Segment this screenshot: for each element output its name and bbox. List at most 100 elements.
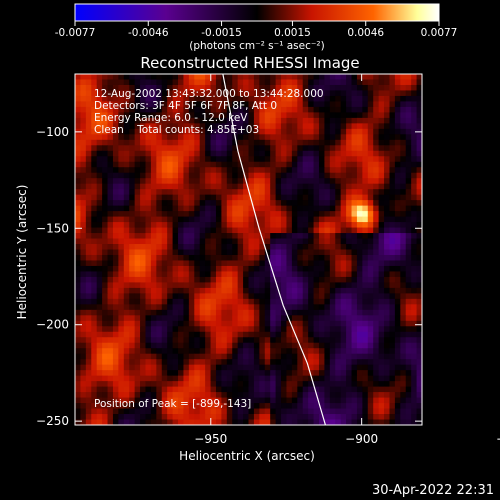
heatmap-cell — [150, 331, 157, 338]
heatmap-cell — [221, 271, 228, 278]
heatmap-cell — [102, 260, 108, 267]
heatmap-cell — [194, 260, 201, 267]
heatmap-cell — [96, 167, 103, 174]
heatmap-cell — [308, 309, 314, 316]
heatmap-cell — [253, 167, 260, 174]
heatmap-cell — [259, 315, 266, 322]
heatmap-cell — [167, 315, 173, 322]
heatmap-cell — [281, 359, 287, 366]
heatmap-cell — [248, 200, 255, 207]
heatmap-cell — [167, 364, 173, 371]
heatmap-cell — [205, 386, 211, 393]
heatmap-cell — [188, 331, 195, 338]
heatmap-cell — [253, 95, 260, 102]
heatmap-cell — [134, 211, 141, 217]
heatmap-cell — [291, 183, 298, 190]
heatmap-cell — [394, 90, 401, 97]
heatmap-cell — [313, 293, 320, 300]
heatmap-cell — [107, 386, 114, 393]
heatmap-cell — [156, 238, 163, 245]
heatmap-cell — [248, 337, 255, 344]
heatmap-cell — [329, 304, 336, 311]
heatmap-cell — [150, 139, 157, 146]
heatmap-cell — [329, 74, 336, 80]
heatmap-cell — [85, 238, 92, 245]
heatmap-cell — [259, 370, 266, 377]
heatmap-cell — [183, 403, 190, 409]
heatmap-cell — [96, 189, 103, 196]
heatmap-cell — [118, 222, 125, 228]
heatmap-cell — [329, 178, 336, 185]
heatmap-cell — [232, 178, 239, 185]
heatmap-cell — [118, 364, 125, 371]
heatmap-cell — [248, 342, 255, 349]
heatmap-cell — [297, 200, 304, 207]
heatmap-cell — [112, 95, 119, 102]
heatmap-cell — [297, 244, 304, 250]
heatmap-cell — [297, 353, 304, 360]
heatmap-cell — [329, 342, 336, 349]
heatmap-cell — [237, 309, 244, 316]
heatmap-cell — [221, 249, 228, 256]
heatmap-cell — [85, 326, 92, 333]
heatmap-cell — [243, 139, 249, 146]
heatmap-cell — [134, 265, 141, 272]
heatmap-cell — [384, 348, 390, 355]
heatmap-cell — [378, 117, 385, 124]
heatmap-cell — [286, 123, 293, 130]
heatmap-cell — [286, 194, 293, 201]
heatmap-cell — [205, 309, 211, 316]
heatmap-cell — [172, 392, 179, 398]
heatmap-cell — [362, 282, 369, 289]
heatmap-cell — [129, 326, 136, 333]
heatmap-cell — [351, 233, 358, 239]
heatmap-cell — [400, 282, 407, 289]
heatmap-cell — [237, 194, 244, 201]
heatmap-cell — [297, 381, 304, 388]
heatmap-cell — [248, 150, 255, 157]
heatmap-cell — [194, 370, 201, 377]
heatmap-cell — [270, 337, 277, 344]
heatmap-cell — [118, 392, 125, 398]
heatmap-cell — [123, 364, 130, 371]
heatmap-cell — [80, 364, 87, 371]
heatmap-cell — [259, 150, 266, 157]
heatmap-cell — [405, 326, 412, 333]
heatmap-cell — [318, 260, 325, 267]
heatmap-cell — [291, 265, 298, 272]
heatmap-cell — [400, 117, 407, 124]
heatmap-cell — [226, 112, 233, 119]
heatmap-cell — [199, 331, 206, 338]
heatmap-cell — [199, 112, 206, 119]
heatmap-cell — [259, 238, 266, 245]
heatmap-cell — [188, 95, 195, 102]
heatmap-cell — [178, 381, 184, 388]
heatmap-cell — [335, 249, 342, 256]
heatmap-cell — [237, 397, 244, 404]
heatmap-cell — [75, 123, 81, 130]
heatmap-cell — [232, 189, 239, 196]
heatmap-cell — [416, 315, 422, 322]
heatmap-cell — [237, 79, 244, 86]
heatmap-cell — [237, 95, 244, 102]
heatmap-cell — [102, 178, 108, 185]
heatmap-cell — [253, 271, 260, 278]
heatmap-cell — [102, 419, 108, 425]
heatmap-cell — [340, 222, 347, 228]
heatmap-cell — [335, 304, 342, 311]
heatmap-cell — [324, 95, 331, 102]
heatmap-cell — [205, 150, 211, 157]
heatmap-cell — [416, 271, 422, 278]
heatmap-cell — [302, 315, 309, 322]
heatmap-cell — [411, 298, 417, 305]
heatmap-cell — [270, 101, 277, 108]
heatmap-cell — [351, 287, 358, 294]
heatmap-cell — [248, 84, 255, 91]
heatmap-cell — [199, 392, 206, 398]
heatmap-cell — [107, 216, 114, 223]
heatmap-cell — [221, 172, 228, 179]
y-axis-label: Heliocentric Y (arcsec) — [15, 185, 29, 320]
heatmap-cell — [373, 276, 380, 283]
heatmap-cell — [102, 183, 108, 190]
heatmap-cell — [118, 216, 125, 223]
